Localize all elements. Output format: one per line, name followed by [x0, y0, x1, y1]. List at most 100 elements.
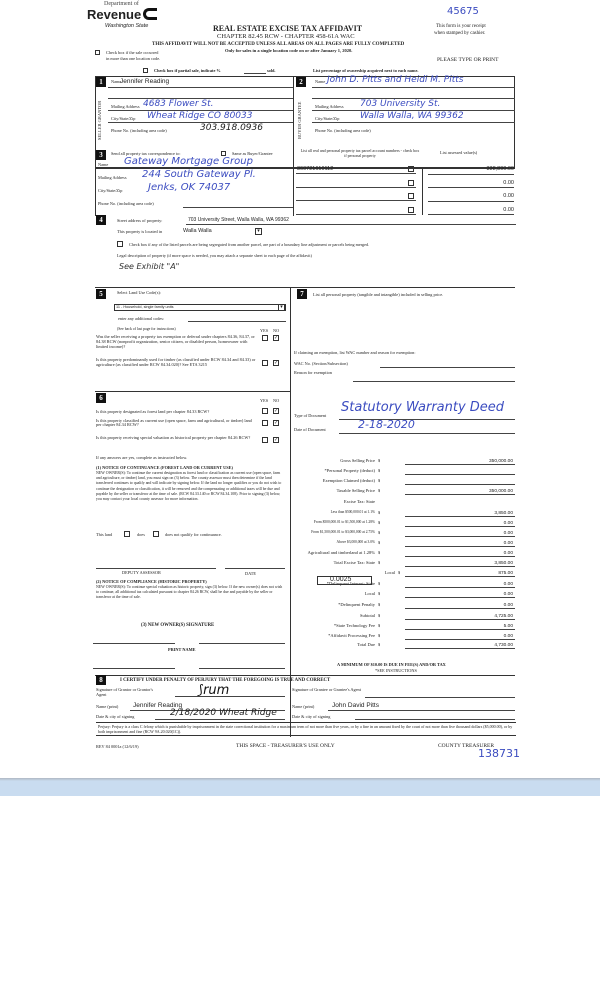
tax-row-line	[405, 566, 515, 567]
dollar-sign: $	[378, 468, 381, 473]
buyer-name-label: Name	[315, 79, 326, 84]
grantee-name[interactable]: John David Pitts	[332, 702, 379, 709]
dollar-sign: $	[378, 581, 381, 586]
agency-logo: Revenue	[87, 7, 142, 22]
not-qualify-checkbox[interactable]	[153, 531, 159, 537]
seller-phone[interactable]: 303.918.0936	[200, 123, 263, 133]
buyer-name[interactable]: John D. Pitts and Heidi M. Pitts	[327, 75, 464, 85]
tax-row-line	[405, 516, 515, 517]
signature-line[interactable]	[93, 643, 175, 644]
assessor-signature-line[interactable]	[96, 568, 216, 569]
tax-row-value[interactable]: 0.00	[503, 541, 513, 546]
tax-row-line	[405, 648, 515, 649]
tax-row-value[interactable]: 0.00	[503, 634, 513, 639]
corr-city-label: City/State/Zip	[98, 188, 123, 193]
q-historic-no[interactable]: ✓	[273, 437, 279, 443]
buyer-city[interactable]: Walla Walla, WA 99362	[360, 111, 464, 121]
corr-city[interactable]: Jenks, OK 74037	[148, 182, 231, 193]
additional-codes-field[interactable]	[188, 321, 286, 322]
q-current-use-yes[interactable]	[262, 420, 268, 426]
seller-city[interactable]: Wheat Ridge CO 80033	[147, 111, 253, 121]
tax-row-value[interactable]: 4,730.00	[494, 643, 513, 648]
buyer-address[interactable]: 703 University St.	[360, 99, 441, 109]
property-street[interactable]: 703 University Street, Walla Walla, WA 9…	[188, 217, 289, 223]
personal-property-checkbox[interactable]	[408, 193, 414, 199]
assessed-value[interactable]: 0.00	[503, 179, 514, 186]
tax-row-value[interactable]: 0.00	[503, 603, 513, 608]
tax-row-value[interactable]: 350,000.00	[488, 459, 513, 464]
land-use-select[interactable]	[114, 304, 286, 311]
tax-row-value[interactable]: 3,850.00	[494, 561, 513, 566]
q-timber-no[interactable]: ✓	[273, 360, 279, 366]
q-forest-yes[interactable]	[262, 408, 268, 414]
corr-phone-field[interactable]	[183, 207, 293, 208]
assessor-date-line[interactable]	[225, 568, 285, 569]
county-select[interactable]: Walla Walla	[183, 228, 212, 234]
parcel-line	[296, 213, 416, 215]
land-use-dropdown-icon[interactable]: ▾	[278, 304, 285, 311]
divider	[186, 224, 516, 225]
q-forest-no[interactable]: ✓	[273, 408, 279, 414]
multi-location-checkbox[interactable]	[95, 50, 100, 55]
q-timber-yes[interactable]	[262, 360, 268, 366]
tax-row-label: Local	[364, 591, 375, 596]
grantor-name[interactable]: Jennifer Reading	[133, 702, 183, 709]
tax-row-label: Total Due	[357, 642, 375, 647]
partial-pct-field[interactable]	[244, 73, 266, 74]
same-as-buyer-checkbox[interactable]	[221, 151, 226, 156]
receipt-note-2: when stamped by cashier.	[434, 31, 486, 36]
tax-row-value[interactable]: 5.00	[503, 624, 513, 629]
local-rate-box[interactable]	[317, 576, 372, 585]
form-warning: THIS AFFIDAVIT WILL NOT BE ACCEPTED UNLE…	[152, 42, 405, 47]
assessed-value[interactable]: 338,890.00	[486, 166, 514, 172]
grantee-date-line[interactable]	[355, 719, 515, 720]
tax-row-value[interactable]: 0.00	[503, 521, 513, 526]
seller-name[interactable]: Jennifer Reading	[120, 78, 170, 85]
tax-row-value[interactable]: 350,000.00	[488, 489, 513, 494]
corr-name[interactable]: Gateway Mortgage Group	[124, 156, 253, 167]
q-exemption-no[interactable]: ✓	[273, 335, 279, 341]
reason-field[interactable]	[353, 381, 515, 382]
divider	[312, 87, 515, 88]
tax-row-value[interactable]: 0.00	[503, 582, 513, 587]
grantor-date-city[interactable]: 2/18/2020 Wheat Ridge	[170, 708, 277, 718]
parcel-number[interactable]: 360721610112	[297, 166, 334, 172]
grantor-signature-line[interactable]	[175, 696, 285, 697]
tax-row-value[interactable]: 0.00	[503, 592, 513, 597]
tax-row-value[interactable]: 3,850.00	[494, 511, 513, 516]
seller-address[interactable]: 4683 Flower St.	[143, 99, 214, 109]
grantee-signature-label: Signature of Grantee or Grantee's Agent	[292, 687, 361, 692]
legal-description[interactable]: See Exhibit "A"	[119, 262, 180, 271]
doc-type[interactable]: Statutory Warranty Deed	[341, 400, 505, 415]
divider	[108, 98, 293, 99]
county-dropdown-icon[interactable]: ▾	[255, 228, 262, 235]
qualifies-checkbox[interactable]	[124, 531, 130, 537]
does-label: does	[137, 532, 145, 537]
question-exemption: Was the seller receiving a property tax …	[96, 334, 255, 349]
wac-field[interactable]	[380, 367, 515, 368]
assessed-value[interactable]: 0.00	[503, 206, 514, 213]
new-owner-signature-title: (3) NEW OWNER(S) SIGNATURE	[141, 623, 215, 628]
q-current-use-no[interactable]: ✓	[273, 420, 279, 426]
signature-line[interactable]	[199, 643, 285, 644]
grantor-signature[interactable]: ⟆rum	[198, 683, 230, 698]
corr-address[interactable]: 244 South Gateway Pl.	[142, 169, 256, 180]
personal-property-checkbox[interactable]	[408, 206, 414, 213]
doc-date[interactable]: 2-18-2020	[358, 418, 415, 431]
tax-row-value[interactable]: 4,725.00	[494, 614, 513, 619]
tax-row-value[interactable]: 0.00	[503, 551, 513, 556]
tax-row-value[interactable]: 875.00	[498, 571, 513, 576]
tax-row-value[interactable]: 0.00	[503, 531, 513, 536]
segregated-checkbox[interactable]	[117, 241, 123, 247]
personal-property-checkbox[interactable]	[408, 179, 414, 186]
grantee-signature-line[interactable]	[365, 697, 515, 698]
q-exemption-yes[interactable]	[262, 335, 268, 341]
tax-row-line	[405, 536, 515, 537]
divider	[95, 287, 515, 288]
print-name-line[interactable]	[93, 668, 175, 669]
assessed-value[interactable]: 0.00	[503, 193, 514, 199]
q-historic-yes[interactable]	[262, 437, 268, 443]
personal-property-checkbox[interactable]	[408, 166, 414, 172]
print-name-line[interactable]	[199, 668, 285, 669]
partial-sale-checkbox[interactable]	[143, 68, 148, 73]
